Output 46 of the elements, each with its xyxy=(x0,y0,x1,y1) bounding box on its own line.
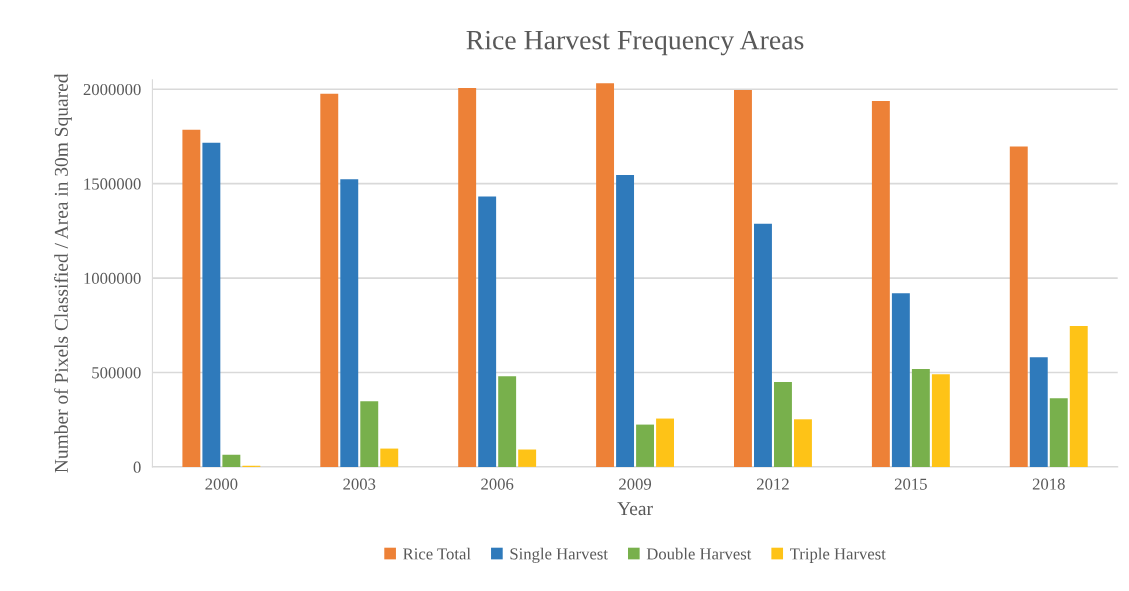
bar xyxy=(380,448,399,467)
legend-label: Rice Total xyxy=(403,547,471,560)
bar xyxy=(1009,146,1028,467)
x-tick-label: 2018 xyxy=(1032,478,1065,490)
bar xyxy=(891,293,910,467)
x-tick-label: 2000 xyxy=(205,478,238,490)
bar xyxy=(754,223,772,467)
bar xyxy=(202,142,221,467)
y-tick-label: 1000000 xyxy=(84,272,141,284)
bar xyxy=(478,196,497,467)
bar xyxy=(931,374,950,467)
bar xyxy=(793,419,812,467)
y-axis-title: Number of Pixels Classified / Area in 30m Squared xyxy=(54,73,72,473)
bar xyxy=(340,179,359,467)
bar xyxy=(498,376,517,467)
bar xyxy=(656,418,675,467)
x-tick-label: 2015 xyxy=(894,478,927,490)
bar xyxy=(911,369,930,467)
bar xyxy=(1049,398,1068,467)
bar xyxy=(222,454,241,467)
bar xyxy=(182,129,201,467)
bar xyxy=(616,174,635,467)
y-tick-label: 0 xyxy=(133,461,141,473)
chart-title: Rice Harvest Frequency Areas xyxy=(466,30,804,56)
x-tick-label: 2006 xyxy=(481,478,514,490)
y-tick-label: 500000 xyxy=(92,367,141,379)
bar xyxy=(774,382,792,467)
x-tick-label: 2003 xyxy=(343,478,376,490)
legend-label: Double Harvest xyxy=(646,547,752,560)
bar xyxy=(360,401,379,467)
bar xyxy=(320,93,339,467)
bar xyxy=(596,83,615,467)
bar xyxy=(518,449,537,467)
legend-label: Triple Harvest xyxy=(790,547,886,563)
bar xyxy=(734,89,752,467)
x-axis-title: Year xyxy=(617,502,653,516)
bar xyxy=(1029,357,1048,467)
x-tick-label: 2012 xyxy=(757,478,789,490)
bar xyxy=(871,100,890,467)
legend-label: Single Harvest xyxy=(510,547,608,563)
bar xyxy=(1069,326,1088,467)
x-tick-label: 2009 xyxy=(619,478,652,490)
bar xyxy=(458,87,477,467)
bar xyxy=(636,424,655,467)
y-tick-label: 2000000 xyxy=(83,83,141,96)
y-tick-label: 1500000 xyxy=(84,178,141,190)
